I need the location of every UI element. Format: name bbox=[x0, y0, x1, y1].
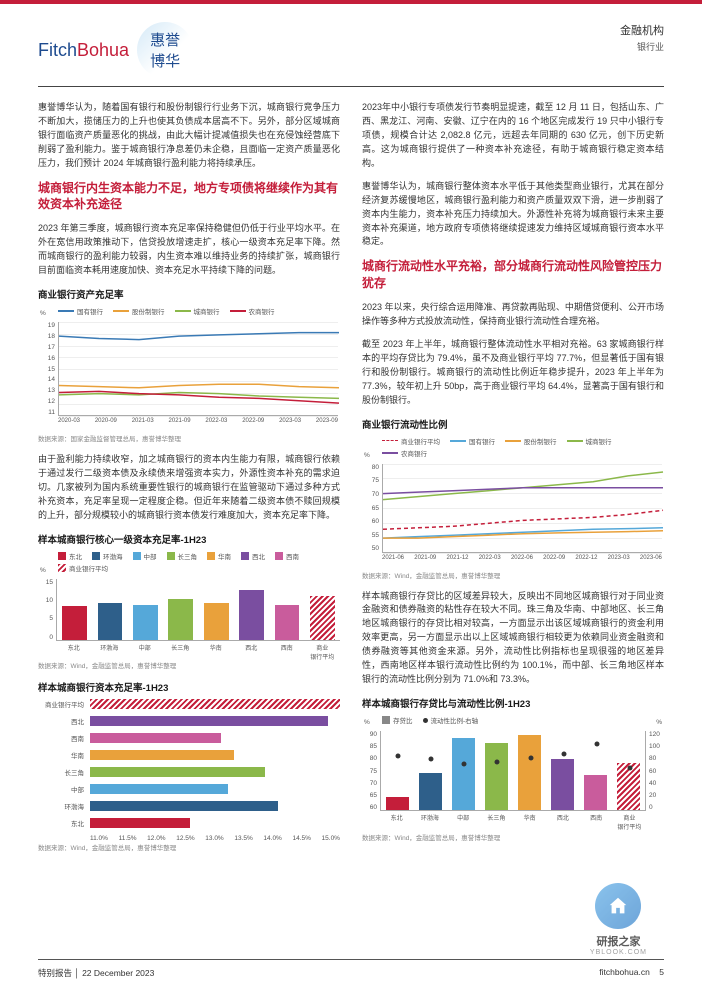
header: FitchBohua 惠誉博华 金融机构 银行业 bbox=[0, 0, 702, 86]
chart2-legend: 东北环渤海中部长三角华南西北西南商业银行平均 bbox=[38, 549, 340, 577]
para: 2023 年第三季度，城商银行资本充足率保持稳健但仍低于行业平均水平。在外在宽信… bbox=[38, 222, 340, 278]
chart1: 191817161514131211%2020-032020-092021-03… bbox=[38, 320, 340, 430]
chart1-legend: 国有银行股份制银行城商银行农商银行 bbox=[38, 304, 340, 320]
section-heading: 城商行流动性水平充裕，部分城商行流动性风险管控压力犹存 bbox=[362, 258, 664, 292]
chart4: 80757065605550%2021-062021-092021-122022… bbox=[362, 462, 664, 567]
watermark: 研报之家 YBLOOK.COM bbox=[590, 883, 647, 956]
chart3-xaxis: 11.0%11.5%12.0%12.5%13.0%13.5%14.0%14.5%… bbox=[38, 835, 340, 842]
chart3: 商业银行平均西北西南华南长三角中部环渤海东北 bbox=[38, 697, 340, 831]
body-columns: 惠誉博华认为，随着国有银行和股份制银行行业务下沉，城商银行竞争压力不断加大，揽储… bbox=[0, 101, 702, 862]
chart-source: 数据来源：国家金融监督管理总局，惠誉博华整理 bbox=[38, 433, 340, 443]
chart-title: 商业银行资产充足率 bbox=[38, 287, 340, 301]
para: 由于盈利能力持续收窄，加之城商银行的资本内生能力有限，城商银行依赖于通过发行二级… bbox=[38, 453, 340, 523]
left-column: 惠誉博华认为，随着国有银行和股份制银行行业务下沉，城商银行竞争压力不断加大，揽储… bbox=[38, 101, 340, 862]
huiyu-seal: 惠誉博华 bbox=[137, 22, 193, 78]
chart2: 151050%东北环渤海中部长三角华南西北西南商业银行平均 bbox=[38, 577, 340, 657]
para: 2023 年以来，央行综合运用降准、再贷款再贴现、中期借贷便利、公开市场操作等多… bbox=[362, 301, 664, 329]
chart-source: 数据来源：Wind，金融监管总局，惠誉博华整理 bbox=[362, 570, 664, 580]
chart-source: 数据来源：Wind，金融监管总局，惠誉博华整理 bbox=[38, 842, 340, 852]
doc-category: 金融机构 银行业 bbox=[620, 22, 664, 53]
chart5-legend: 存贷比流动性比例-右轴 bbox=[362, 713, 664, 729]
chart-title: 样本城商银行资本充足率-1H23 bbox=[38, 680, 340, 694]
chart-source: 数据来源：Wind，金融监管总局，惠誉博华整理 bbox=[362, 832, 664, 842]
chart-title: 商业银行流动性比例 bbox=[362, 417, 664, 431]
para: 样本城商银行存贷比的区域差异较大，反映出不同地区城商银行对于同业资金融资和债券融… bbox=[362, 590, 664, 688]
footer-left: 特别报告 │ 22 December 2023 bbox=[38, 967, 154, 979]
right-column: 2023年中小银行专项债发行节奏明显提速，截至 12 月 11 日，包括山东、广… bbox=[362, 101, 664, 862]
chart-title: 样本城商银行核心一级资本充足率-1H23 bbox=[38, 532, 340, 546]
accent-bar bbox=[0, 0, 702, 4]
para: 惠誉博华认为，城商银行整体资本水平低于其他类型商业银行，尤其在部分经济复苏缓慢地… bbox=[362, 180, 664, 250]
logo: FitchBohua 惠誉博华 bbox=[38, 22, 193, 78]
watermark-icon bbox=[595, 883, 641, 929]
para: 2023年中小银行专项债发行节奏明显提速，截至 12 月 11 日，包括山东、广… bbox=[362, 101, 664, 171]
section-heading: 城商银行内生资本能力不足，地方专项债将继续作为其有效资本补充途径 bbox=[38, 180, 340, 214]
chart4-legend: 商业银行平均国有银行股份制银行城商银行农商银行 bbox=[362, 434, 664, 462]
fitch-logo: FitchBohua bbox=[38, 40, 129, 61]
chart-source: 数据来源：Wind，金融监管总局，惠誉博华整理 bbox=[38, 660, 340, 670]
header-rule bbox=[38, 86, 664, 87]
footer-right: fitchbohua.cn 5 bbox=[599, 967, 664, 979]
para: 截至 2023 年上半年，城商银行整体流动性水平相对充裕。63 家城商银行样本的… bbox=[362, 338, 664, 408]
footer: 特别报告 │ 22 December 2023 fitchbohua.cn 5 bbox=[38, 959, 664, 979]
para: 惠誉博华认为，随着国有银行和股份制银行行业务下沉，城商银行竞争压力不断加大，揽储… bbox=[38, 101, 340, 171]
chart-title: 样本城商银行存贷比与流动性比例-1H23 bbox=[362, 696, 664, 710]
chart5: 90858075706560120100806040200%%东北环渤海中部长三… bbox=[362, 729, 664, 829]
